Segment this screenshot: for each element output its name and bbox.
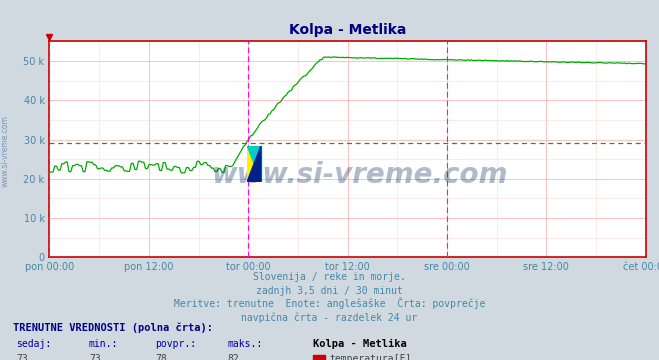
Polygon shape — [247, 146, 261, 182]
Text: temperatura[F]: temperatura[F] — [330, 354, 412, 360]
Polygon shape — [247, 146, 261, 182]
Text: zadnjh 3,5 dni / 30 minut: zadnjh 3,5 dni / 30 minut — [256, 286, 403, 296]
Text: Slovenija / reke in morje.: Slovenija / reke in morje. — [253, 272, 406, 282]
Title: Kolpa - Metlika: Kolpa - Metlika — [289, 23, 407, 37]
Text: Meritve: trenutne  Enote: anglešaške  Črta: povprečje: Meritve: trenutne Enote: anglešaške Črta… — [174, 297, 485, 310]
Text: 73: 73 — [16, 354, 28, 360]
Text: www.si-vreme.com: www.si-vreme.com — [212, 161, 508, 189]
Text: 73: 73 — [89, 354, 101, 360]
Text: navpična črta - razdelek 24 ur: navpična črta - razdelek 24 ur — [241, 312, 418, 323]
Text: 82: 82 — [227, 354, 239, 360]
Text: www.si-vreme.com: www.si-vreme.com — [1, 115, 10, 187]
Text: sedaj:: sedaj: — [16, 339, 51, 350]
Polygon shape — [247, 146, 261, 182]
Text: TRENUTNE VREDNOSTI (polna črta):: TRENUTNE VREDNOSTI (polna črta): — [13, 323, 213, 333]
Text: maks.:: maks.: — [227, 339, 262, 350]
Text: min.:: min.: — [89, 339, 119, 350]
Text: 78: 78 — [155, 354, 167, 360]
Text: povpr.:: povpr.: — [155, 339, 196, 350]
Text: Kolpa - Metlika: Kolpa - Metlika — [313, 339, 407, 350]
